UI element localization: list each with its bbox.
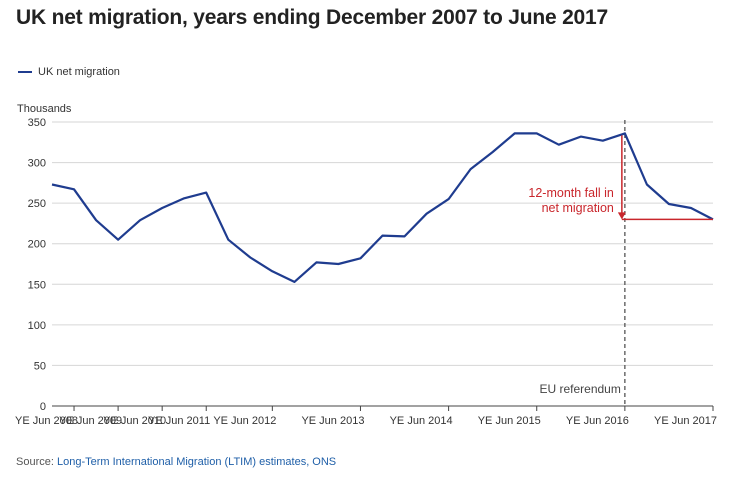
legend: UK net migration (18, 66, 120, 78)
y-tick-label: 200 (28, 239, 46, 251)
y-tick-label: 250 (28, 198, 46, 210)
x-tick-label: YE Jun 2008 (15, 415, 78, 427)
y-tick-label: 300 (28, 158, 46, 170)
y-tick-label: 150 (28, 279, 46, 291)
x-tick-label: YE Jun 2013 (301, 415, 364, 427)
y-axis-label: Thousands (17, 103, 72, 115)
fall-annotation-label: 12-month fall in (528, 186, 614, 200)
x-tick-label: YE Jun 2014 (390, 415, 453, 427)
x-tick-label: YE Jun 2010 (103, 415, 166, 427)
source-note: Source: Long-Term International Migratio… (16, 456, 336, 468)
x-tick-label: YE Jun 2017 (654, 415, 717, 427)
x-tick-label: YE Jun 2015 (478, 415, 541, 427)
y-tick-label: 100 (28, 320, 46, 332)
chart-title: UK net migration, years ending December … (16, 6, 608, 29)
x-tick-label: YE Jun 2009 (59, 415, 122, 427)
fall-arrow-head (617, 212, 626, 220)
legend-label: UK net migration (38, 66, 120, 78)
y-tick-label: 0 (40, 401, 46, 413)
source-prefix: Source: (16, 456, 57, 468)
x-tick-label: YE Jun 2016 (566, 415, 629, 427)
x-tick-label: YE Jun 2011 (148, 415, 210, 427)
fall-annotation-label: net migration (542, 201, 614, 215)
y-tick-label: 350 (28, 117, 46, 129)
legend-swatch (18, 71, 32, 73)
y-tick-label: 50 (34, 360, 46, 372)
source-link[interactable]: Long-Term International Migration (LTIM)… (56, 456, 337, 468)
eu-referendum-label: EU referendum (539, 382, 620, 396)
x-tick-label: YE Jun 2012 (213, 415, 276, 427)
